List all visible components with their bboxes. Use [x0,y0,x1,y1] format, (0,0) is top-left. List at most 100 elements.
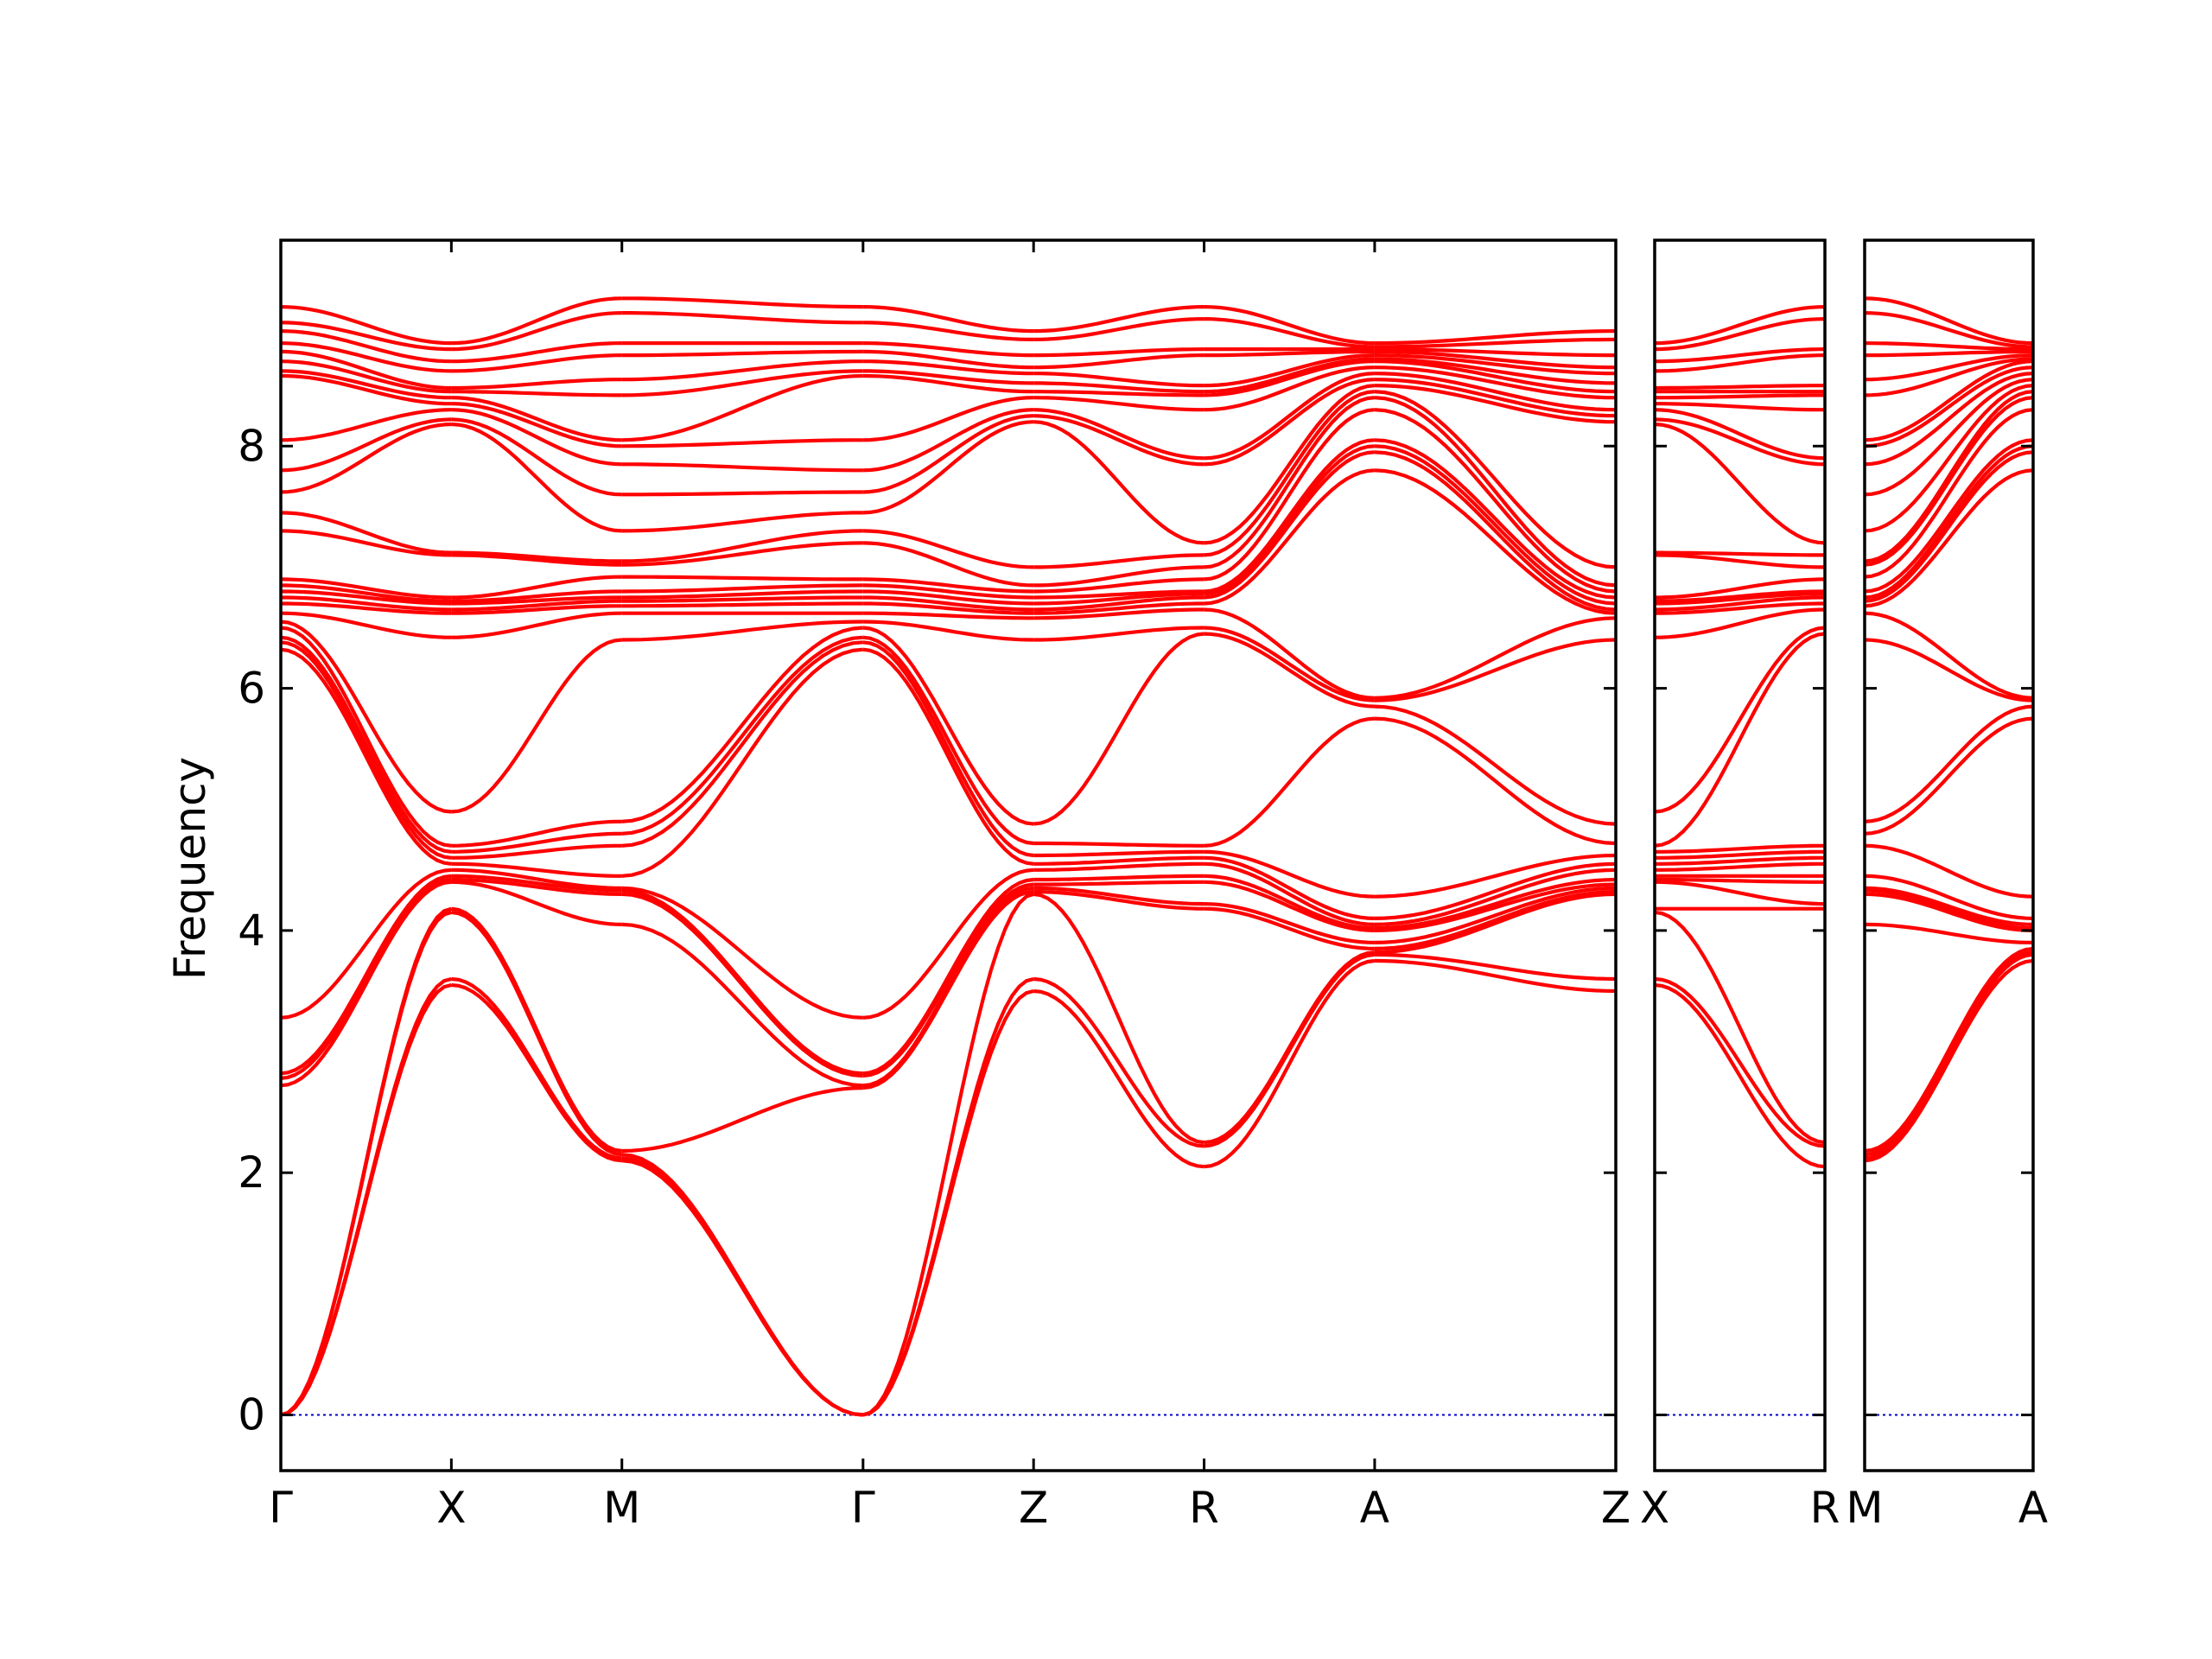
phonon-band [281,877,452,1080]
phonon-band [1204,305,1375,346]
phonon-band [451,408,622,467]
phonon-band [281,583,452,603]
phonon-band [281,422,452,494]
phonon-band [862,647,1034,866]
phonon-band [451,877,622,896]
phonon-band [1204,906,1375,950]
phonon-band [1865,843,2033,899]
phonon-band [1655,861,1825,872]
phonon-band [1865,438,2033,594]
phonon-band [1033,396,1205,412]
phonon-band [1374,958,1616,994]
phonon-band [1374,638,1616,702]
phonon-band [1033,626,1205,642]
phonon-band [281,976,452,1417]
phonon-band [1204,861,1375,926]
phonon-band [1204,958,1376,1169]
phonon-band [1374,868,1616,926]
phonon-band [621,888,863,1076]
phonon-band [1865,611,2033,700]
phonon-band [281,511,452,555]
phonon-band [281,589,452,606]
y-axis-label: Frequency [165,757,215,980]
phonon-band [1374,396,1616,588]
phonon-band [621,541,863,567]
phonon-band [451,575,622,600]
phonon-band [862,577,1034,594]
x-tick-label: X [436,1483,466,1533]
phonon-band [1033,892,1205,1145]
phonon-band [1204,438,1376,594]
phonon-band [1655,553,1825,569]
phonon-band [451,390,622,397]
phonon-band [621,892,863,1078]
phonon-band [1865,349,2033,358]
phonon-band [1033,861,1205,872]
phonon-band [1374,372,1616,412]
phonon-band [862,640,1034,858]
phonon-band [862,620,1034,642]
x-tick-label: R [1810,1483,1840,1533]
phonon-band [451,550,622,563]
phonon-band [1204,349,1375,358]
phonon-band [1033,855,1205,866]
phonon-band [451,296,622,346]
phonon-band [1204,317,1375,349]
phonon-band [1033,886,1205,906]
phonon-band [1374,892,1616,955]
phonon-band [281,640,452,860]
phonon-band [451,874,622,893]
phonon-band [1033,976,1205,1148]
phonon-band [281,359,452,394]
phonon-band [1374,886,1616,944]
phonon-band [281,880,452,1088]
phonon-band [1374,468,1616,615]
phonon-band [1033,317,1205,341]
phonon-band [1033,874,1205,882]
phonon-band [281,595,452,612]
phonon-band [451,353,622,373]
phonon-band [281,408,452,442]
phonon-band [1655,353,1825,373]
phonon-band [621,601,863,608]
phonon-band [1374,347,1616,358]
phonon-band [1374,359,1616,394]
phonon-band [1033,577,1205,594]
phonon-band [1204,632,1376,709]
phonon-band [451,880,622,926]
x-tick-label: R [1189,1483,1219,1533]
phonon-band [1204,468,1376,606]
phonon-band [1655,595,1825,612]
phonon-band [281,529,452,557]
phonon-band [1655,589,1825,603]
phonon-band [1374,853,1616,899]
phonon-band [1374,365,1616,400]
phonon-band [1374,349,1616,370]
phonon-band [1655,976,1825,1148]
phonon-band [451,638,622,814]
phonon-band [451,417,622,497]
phonon-band [862,321,1034,341]
phonon-band [1865,372,2033,467]
phonon-band [1374,882,1616,932]
x-tick-label: M [1846,1483,1883,1533]
phonon-band [1374,337,1616,349]
phonon-band [1655,855,1825,866]
phonon-band [862,396,1034,442]
phonon-band [1204,408,1376,582]
phonon-band [621,438,863,448]
phonon-band [1655,347,1825,364]
x-tick-label: Γ [269,1483,293,1533]
phonon-band [1865,716,2033,836]
phonon-band [451,422,622,533]
phonon-band [1374,408,1616,594]
phonon-band [621,369,863,397]
y-tick-label: 6 [238,664,265,714]
phonon-band [862,886,1034,1088]
phonon-band [451,982,622,1163]
phonon-band [451,819,622,848]
phonon-band [621,511,863,533]
band-group [281,296,1616,1417]
phonon-band [1033,880,1205,887]
